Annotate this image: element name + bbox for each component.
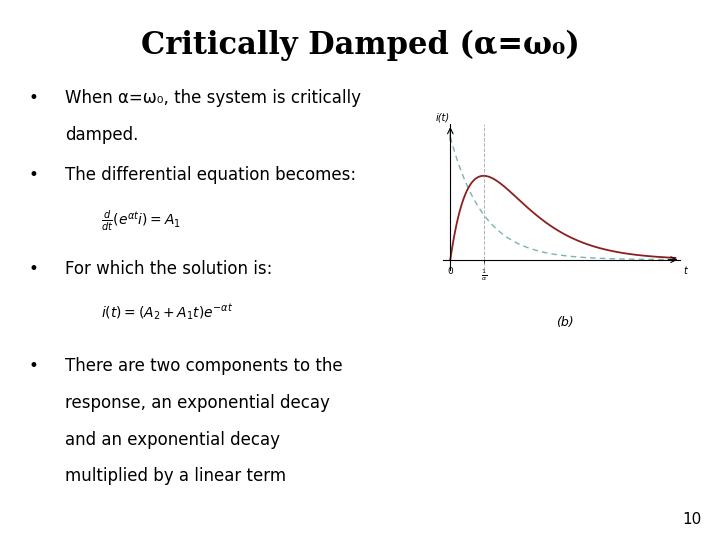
Text: When α=ω₀, the system is critically: When α=ω₀, the system is critically — [65, 89, 361, 107]
Text: There are two components to the: There are two components to the — [65, 357, 343, 375]
Text: i(t): i(t) — [435, 113, 449, 123]
Text: •: • — [29, 260, 39, 278]
Text: •: • — [29, 357, 39, 375]
Text: •: • — [29, 89, 39, 107]
Text: For which the solution is:: For which the solution is: — [65, 260, 272, 278]
Text: Critically Damped (α=ω₀): Critically Damped (α=ω₀) — [140, 30, 580, 61]
Text: damped.: damped. — [65, 126, 138, 144]
Text: $i\left(t\right)=\left(A_2 + A_1 t\right)e^{-\alpha t}$: $i\left(t\right)=\left(A_2 + A_1 t\right… — [101, 302, 233, 322]
Text: response, an exponential decay: response, an exponential decay — [65, 394, 330, 412]
Text: multiplied by a linear term: multiplied by a linear term — [65, 467, 286, 485]
Text: 10: 10 — [683, 511, 702, 526]
Text: The differential equation becomes:: The differential equation becomes: — [65, 166, 356, 184]
Text: t: t — [683, 266, 687, 276]
Text: (b): (b) — [557, 316, 574, 329]
Text: •: • — [29, 166, 39, 184]
Text: $\frac{d}{dt}\left(e^{\alpha t}i\right)= A_1$: $\frac{d}{dt}\left(e^{\alpha t}i\right)=… — [101, 208, 181, 233]
Text: and an exponential decay: and an exponential decay — [65, 430, 280, 449]
